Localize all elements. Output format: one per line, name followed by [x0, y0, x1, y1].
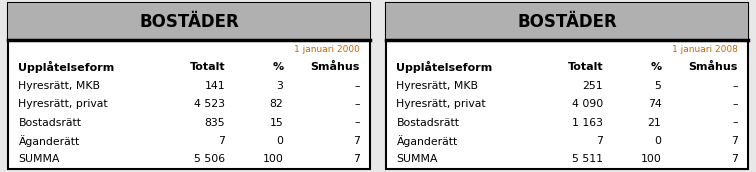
- Text: %: %: [650, 62, 662, 72]
- Text: 4 523: 4 523: [194, 99, 225, 109]
- Text: 15: 15: [270, 118, 284, 128]
- Text: 100: 100: [640, 154, 662, 164]
- Text: Hyresrätt, MKB: Hyresrätt, MKB: [18, 81, 101, 91]
- Text: Totalt: Totalt: [190, 62, 225, 72]
- Text: Upplåtelseform: Upplåtelseform: [18, 61, 115, 73]
- Text: Bostadsrätt: Bostadsrätt: [18, 118, 82, 128]
- Text: 1 januari 2000: 1 januari 2000: [293, 45, 360, 54]
- Text: 7: 7: [218, 136, 225, 146]
- Text: –: –: [354, 118, 360, 128]
- Text: SUMMA: SUMMA: [396, 154, 438, 164]
- Text: 7: 7: [731, 136, 738, 146]
- Text: –: –: [354, 99, 360, 109]
- Text: Totalt: Totalt: [568, 62, 603, 72]
- Text: SUMMA: SUMMA: [18, 154, 60, 164]
- Text: –: –: [354, 81, 360, 91]
- Text: 1 januari 2008: 1 januari 2008: [671, 45, 738, 54]
- Text: Äganderätt: Äganderätt: [396, 135, 457, 147]
- Text: Småhus: Småhus: [688, 62, 738, 72]
- Text: –: –: [732, 99, 738, 109]
- Text: Äganderätt: Äganderätt: [18, 135, 79, 147]
- Text: 1 163: 1 163: [572, 118, 603, 128]
- Text: 251: 251: [583, 81, 603, 91]
- Text: 7: 7: [731, 154, 738, 164]
- Text: Hyresrätt, privat: Hyresrätt, privat: [396, 99, 486, 109]
- Text: 74: 74: [648, 99, 662, 109]
- Text: BOSTÄDER: BOSTÄDER: [139, 13, 239, 31]
- Text: 3: 3: [277, 81, 284, 91]
- Text: Hyresrätt, privat: Hyresrätt, privat: [18, 99, 108, 109]
- Text: 82: 82: [270, 99, 284, 109]
- Text: 5 511: 5 511: [572, 154, 603, 164]
- Bar: [386, 3, 748, 40]
- Bar: [8, 3, 370, 40]
- Text: –: –: [732, 118, 738, 128]
- Text: 100: 100: [262, 154, 284, 164]
- Text: BOSTÄDER: BOSTÄDER: [517, 13, 617, 31]
- Text: –: –: [732, 81, 738, 91]
- Text: Småhus: Småhus: [310, 62, 360, 72]
- Text: 7: 7: [353, 154, 360, 164]
- Text: 141: 141: [205, 81, 225, 91]
- Text: 7: 7: [353, 136, 360, 146]
- Text: Upplåtelseform: Upplåtelseform: [396, 61, 493, 73]
- Text: 0: 0: [655, 136, 662, 146]
- Text: 5 506: 5 506: [194, 154, 225, 164]
- Text: Hyresrätt, MKB: Hyresrätt, MKB: [396, 81, 479, 91]
- Text: 4 090: 4 090: [572, 99, 603, 109]
- Text: 7: 7: [596, 136, 603, 146]
- Text: %: %: [272, 62, 284, 72]
- Text: 0: 0: [277, 136, 284, 146]
- Text: 21: 21: [648, 118, 662, 128]
- Text: 5: 5: [655, 81, 662, 91]
- Text: 835: 835: [205, 118, 225, 128]
- Text: Bostadsrätt: Bostadsrätt: [396, 118, 460, 128]
